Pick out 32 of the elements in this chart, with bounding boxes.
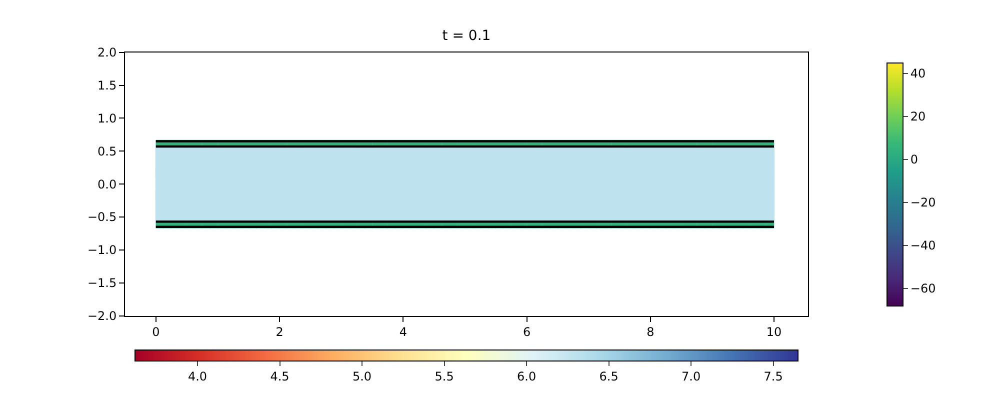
y-tick-label: 0.0: [98, 177, 117, 192]
color-bar-label: −20: [910, 196, 936, 210]
color-bar-label: 0: [910, 152, 918, 167]
color-bar-label: 5.0: [352, 369, 372, 384]
color-bar-label: 5.5: [434, 369, 454, 384]
x-tick-label: 4: [399, 325, 407, 340]
y-tick-label: −1.0: [87, 243, 117, 258]
x-tick-label: 2: [276, 325, 284, 340]
color-bar-label: 4.0: [188, 369, 208, 384]
chart-title: t = 0.1: [442, 28, 491, 44]
y-tick-label: 1.0: [98, 111, 117, 126]
x-tick-label: 10: [766, 325, 782, 340]
y-tick-label: −2.0: [87, 308, 117, 323]
x-tick-label: 8: [646, 325, 654, 340]
y-tick-label: −0.5: [87, 210, 117, 224]
color-bar-label: −40: [910, 238, 936, 253]
x-tick-label: 6: [522, 325, 531, 340]
color-bar-label: 6.0: [517, 369, 536, 384]
color-bar-label: −60: [910, 282, 936, 296]
y-tick-label: −1.5: [87, 276, 117, 290]
point: [742, 190, 775, 222]
color-bar-label: 20: [910, 110, 926, 124]
color-bar-label: 6.5: [599, 369, 618, 384]
color-bar-label: 7.5: [764, 369, 783, 384]
y-tick-label: 2.0: [98, 46, 117, 60]
color-bar-label: 4.5: [270, 369, 290, 384]
point: [155, 190, 188, 222]
y-tick-label: 1.5: [98, 78, 117, 92]
y-tick-label: 0.5: [98, 144, 117, 158]
x-tick-label: 0: [152, 325, 160, 340]
color-bar-label: 40: [910, 66, 926, 81]
color-bar-label: 7.0: [682, 369, 701, 384]
